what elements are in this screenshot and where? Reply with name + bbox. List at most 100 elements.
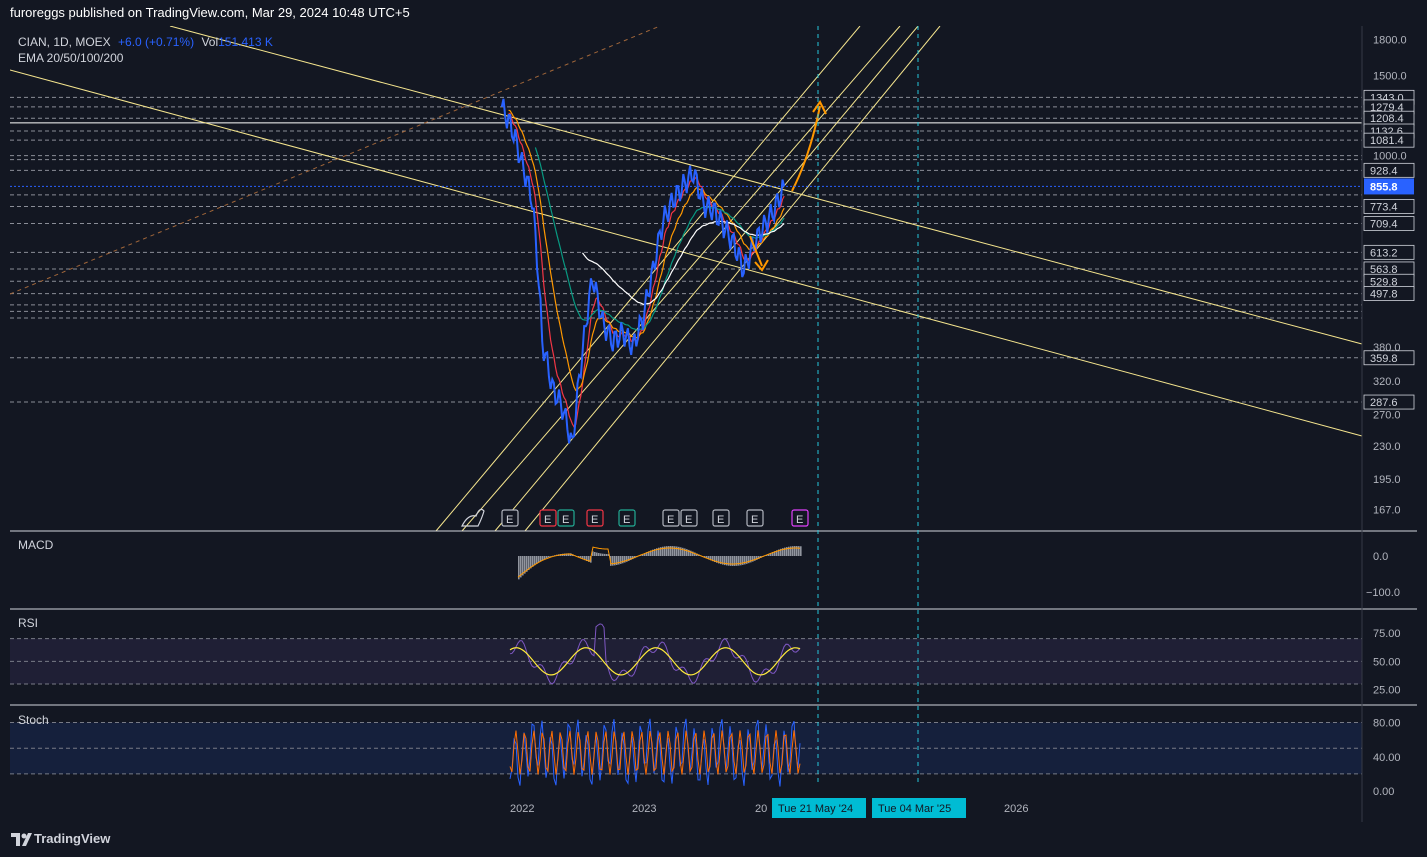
macd-histogram-bar <box>522 556 524 576</box>
macd-histogram-bar <box>544 556 546 560</box>
macd-histogram-bar <box>706 556 708 559</box>
macd-histogram-bar <box>798 546 800 556</box>
macd-histogram-bar <box>598 553 600 556</box>
earnings-marker-label: E <box>717 514 724 526</box>
macd-histogram-bar <box>674 546 676 556</box>
earnings-marker-box <box>746 509 764 527</box>
level-tag-label: 1208.4 <box>1370 113 1404 125</box>
rsi-pane-label[interactable]: RSI <box>18 616 39 630</box>
macd-histogram-bar <box>792 546 794 556</box>
price-tick-label: 230.0 <box>1373 441 1401 453</box>
level-tag-label: 359.8 <box>1370 353 1398 365</box>
macd-histogram-bar <box>796 546 798 556</box>
date-marker-tag-label: Tue 21 May '24 <box>778 803 853 815</box>
earnings-marker-box <box>618 509 636 527</box>
macd-histogram-bar <box>708 556 710 560</box>
price-tick-label: 320.0 <box>1373 376 1401 388</box>
macd-histogram-bar <box>730 556 732 566</box>
price-tick-label: 1800.0 <box>1373 34 1407 46</box>
chart-area[interactable]: 1800.0 1500.0 1000.0 380.0 320.0 270.0 230.0 19… <box>9 25 1417 822</box>
macd-histogram-bar <box>734 556 736 566</box>
price-tick-label: 1500.0 <box>1373 70 1407 82</box>
level-tag-label: 709.4 <box>1370 219 1398 231</box>
macd-histogram-bar <box>584 556 586 561</box>
date-marker-tag-label: Tue 04 Mar '25 <box>878 803 951 815</box>
earnings-marker-label: E <box>506 514 513 526</box>
macd-histogram-bar <box>538 556 540 563</box>
rsi-tick-label: 50.00 <box>1373 656 1401 668</box>
level-tag-label: 287.6 <box>1370 397 1398 409</box>
level-tag-label: 497.8 <box>1370 289 1398 301</box>
x-tick-label: 2022 <box>510 803 534 815</box>
macd-histogram-bar <box>518 556 520 580</box>
price-line <box>500 98 786 444</box>
earnings-marker-label: E <box>667 514 674 526</box>
macd-histogram-bar <box>526 556 528 572</box>
macd-histogram-bar <box>686 549 688 556</box>
macd-histogram-bar <box>646 552 648 556</box>
x-tick-label: 20 <box>755 803 767 815</box>
macd-histogram-bar <box>662 546 664 556</box>
macd-histogram-bar <box>752 556 754 562</box>
legend-ema[interactable]: EMA 20/50/100/200 <box>18 51 124 65</box>
price-tick-label: 1000.0 <box>1373 151 1407 163</box>
axis-layer: 1800.01500.01000.0380.0320.0270.0230.019… <box>10 26 1417 822</box>
macd-histogram-bar <box>800 546 802 556</box>
macd-histogram-bar <box>694 552 696 556</box>
macd-tick-label: −100.0 <box>1366 587 1400 599</box>
legend-volume-value: 151.413 K <box>218 35 273 49</box>
macd-pane[interactable] <box>517 546 802 580</box>
publish-header: furoreggs published on TradingView.com, … <box>0 0 1427 26</box>
macd-histogram-bar <box>724 556 726 566</box>
macd-histogram-bar <box>586 556 588 562</box>
macd-histogram-bar <box>530 556 532 569</box>
macd-histogram-bar <box>602 553 604 556</box>
rsi-ma-line <box>509 647 801 676</box>
macd-histogram-bar <box>642 554 644 556</box>
price-pane[interactable] <box>9 25 1363 532</box>
trendline-4 <box>494 25 919 532</box>
macd-histogram-bar <box>738 556 740 566</box>
legend-volume-label: Vol <box>201 35 219 49</box>
macd-histogram-bar <box>726 556 728 566</box>
macd-histogram-bar <box>670 546 672 556</box>
macd-histogram-bar <box>568 553 570 556</box>
macd-histogram-bar <box>718 556 720 564</box>
macd-histogram-bar <box>780 548 782 556</box>
legend-symbol[interactable]: CIAN, 1D, MOEX <box>18 35 111 49</box>
stoch-pane[interactable] <box>10 718 1362 787</box>
trendline-2 <box>435 25 861 532</box>
macd-pane-label[interactable]: MACD <box>18 538 54 552</box>
macd-histogram-bar <box>740 556 742 566</box>
earnings-marker-label: E <box>796 514 803 526</box>
level-tag-box <box>1363 394 1415 410</box>
chart-svg[interactable]: 1800.01500.01000.0380.0320.0270.0230.019… <box>9 25 1417 822</box>
ema20-line <box>508 112 785 429</box>
down-arrow <box>749 235 769 272</box>
macd-histogram-bar <box>548 556 550 558</box>
macd-histogram-bar <box>728 556 730 566</box>
macd-histogram-bar <box>524 556 526 574</box>
footer-brand[interactable]: TradingView <box>34 831 111 846</box>
level-tag-box <box>1363 216 1415 231</box>
macd-histogram-bar <box>628 556 630 561</box>
rsi-pane[interactable] <box>10 623 1362 685</box>
macd-histogram-bar <box>786 547 788 556</box>
stoch-pane-label[interactable]: Stoch <box>18 713 49 727</box>
price-tick-label: 167.0 <box>1373 505 1401 517</box>
macd-histogram-bar <box>652 549 654 556</box>
macd-histogram-bar <box>612 556 614 566</box>
macd-histogram-bar <box>690 550 692 556</box>
rsi-tick-label: 75.00 <box>1373 628 1401 640</box>
macd-histogram-bar <box>566 553 568 556</box>
macd-histogram-bar <box>794 546 796 556</box>
earnings-marker-box <box>791 509 809 527</box>
price-tick-label: 270.0 <box>1373 410 1401 422</box>
macd-histogram-bar <box>660 547 662 556</box>
macd-histogram-bar <box>678 546 680 556</box>
current-price-tag-box <box>1364 178 1414 195</box>
macd-histogram-bar <box>720 556 722 565</box>
macd-histogram-bar <box>644 553 646 556</box>
earnings-marker-label: E <box>751 514 758 526</box>
macd-histogram-bar <box>682 547 684 556</box>
